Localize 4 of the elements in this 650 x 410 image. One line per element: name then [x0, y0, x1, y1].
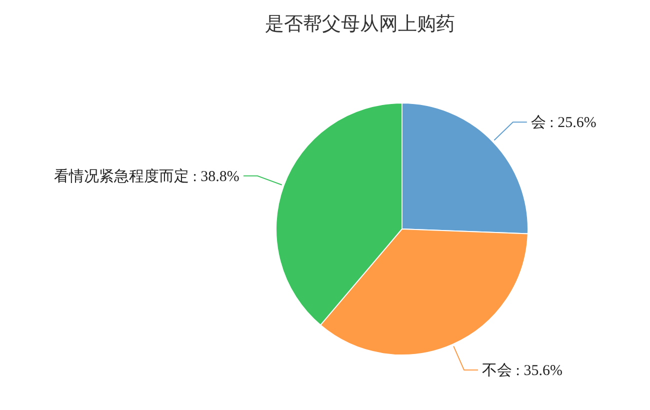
slice-label: 不会 : 35.6%: [482, 362, 562, 379]
chart-title: 是否帮父母从网上购药: [265, 13, 455, 35]
slice-label: 会 : 25.6%: [530, 114, 596, 132]
slice-label: 看情况紧急程度而定 : 38.8%: [54, 168, 240, 185]
